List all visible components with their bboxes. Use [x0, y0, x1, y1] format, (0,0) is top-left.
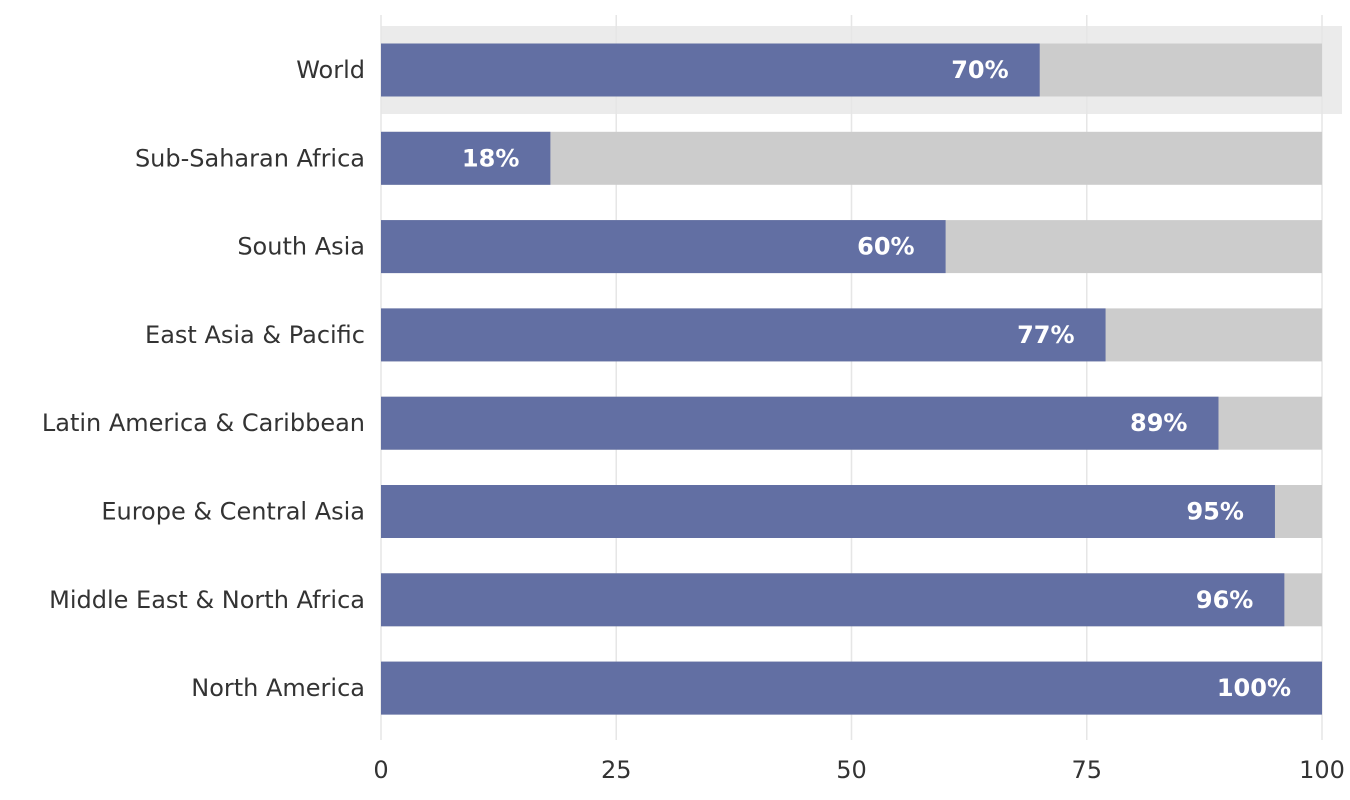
x-tick-label: 25 — [601, 756, 632, 784]
x-tick-label: 100 — [1299, 756, 1345, 784]
data-label: 70% — [951, 56, 1008, 84]
bar — [381, 485, 1275, 538]
bar — [381, 131, 551, 185]
data-label: 77% — [1017, 321, 1074, 349]
label-layer: 70% World 18% Sub-Saharan Africa 60% South As… — [42, 56, 1291, 702]
data-label: 100% — [1217, 674, 1291, 702]
data-label: 18% — [462, 144, 519, 172]
category-label: Middle East & North Africa — [49, 586, 365, 614]
category-label: North America — [191, 674, 365, 702]
x-tick-label: 75 — [1071, 756, 1102, 784]
category-label: Europe & Central Asia — [101, 498, 365, 526]
x-axis: 0 25 50 75 100 — [373, 756, 1345, 784]
bar — [381, 573, 1285, 627]
bar — [381, 661, 1322, 715]
x-tick-label: 50 — [836, 756, 867, 784]
bar-layer — [381, 43, 1322, 715]
category-label: Latin America & Caribbean — [42, 409, 365, 437]
category-label: World — [296, 56, 365, 84]
category-label: Sub-Saharan Africa — [135, 144, 365, 172]
grid-layer — [380, 15, 1323, 740]
data-label: 95% — [1186, 498, 1243, 526]
bar — [381, 308, 1106, 362]
bar — [381, 43, 1040, 97]
bar — [381, 220, 946, 274]
data-label: 96% — [1196, 586, 1253, 614]
category-label: South Asia — [237, 233, 365, 261]
data-label: 89% — [1130, 409, 1187, 437]
x-tick-label: 0 — [373, 756, 388, 784]
category-label: East Asia & Pacific — [145, 321, 365, 349]
bar — [381, 396, 1219, 450]
data-label: 60% — [857, 233, 914, 261]
